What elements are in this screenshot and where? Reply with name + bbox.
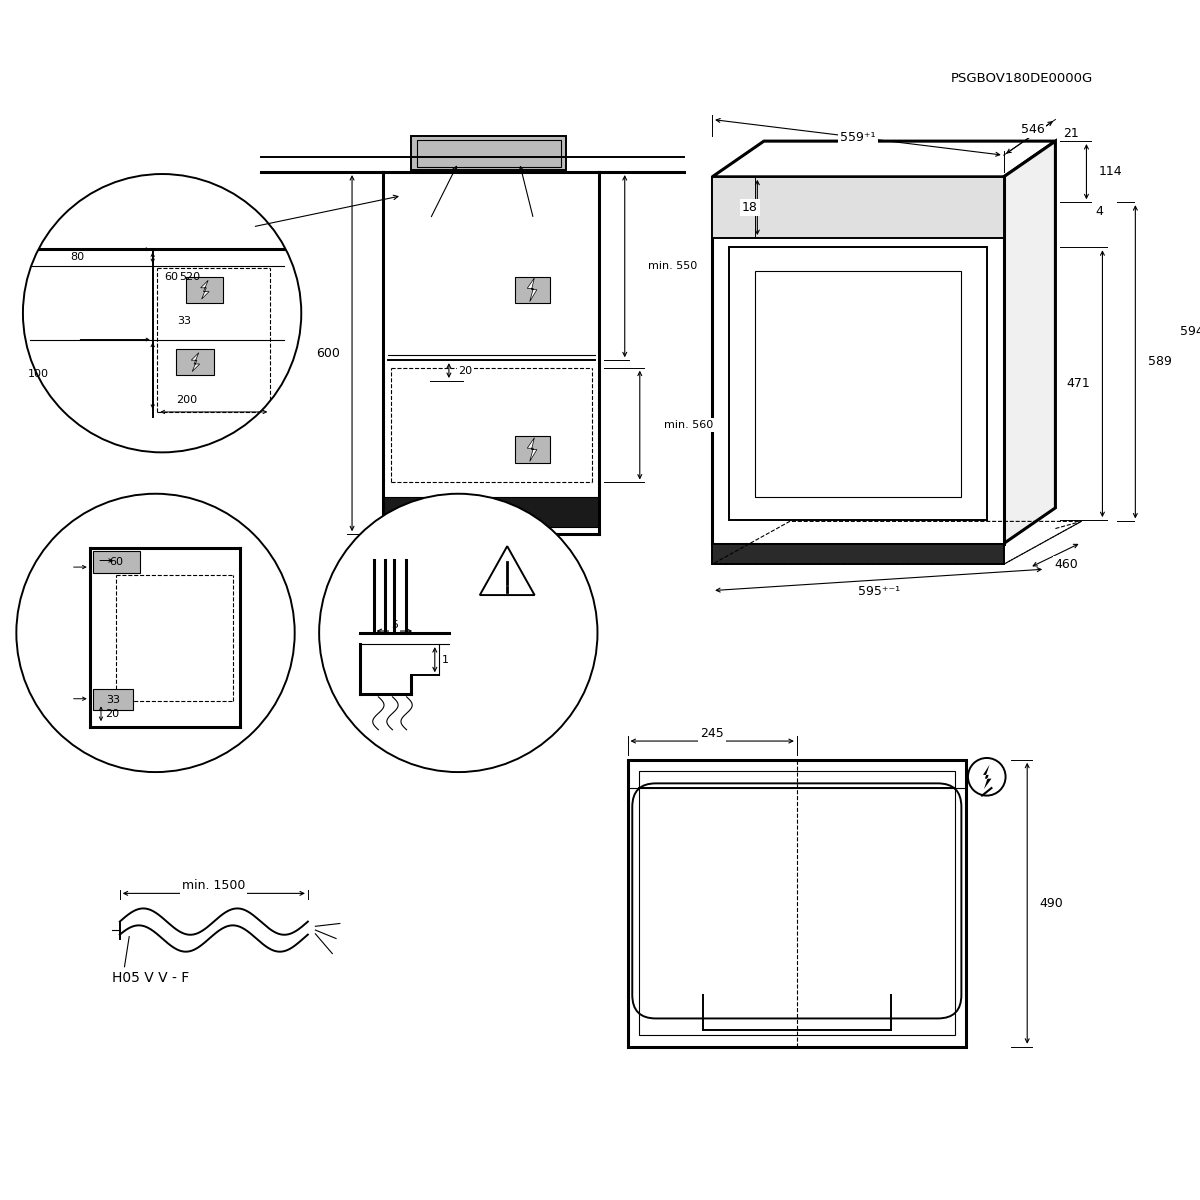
Text: 594: 594 (1181, 325, 1200, 337)
Circle shape (319, 493, 598, 772)
Text: 595⁺⁻¹: 595⁺⁻¹ (858, 584, 900, 598)
Text: PSGBOV180DE0000G: PSGBOV180DE0000G (950, 72, 1093, 84)
Polygon shape (527, 438, 536, 461)
Text: 100: 100 (29, 370, 49, 379)
Text: 245: 245 (701, 727, 724, 740)
Polygon shape (515, 276, 551, 302)
Text: 559⁺¹: 559⁺¹ (840, 131, 876, 144)
Text: 5: 5 (391, 620, 398, 630)
Text: 4: 4 (1096, 205, 1104, 218)
Text: 471: 471 (1067, 377, 1091, 390)
Text: min. 1500: min. 1500 (182, 880, 246, 893)
Text: 546: 546 (1020, 124, 1044, 137)
Circle shape (23, 174, 301, 452)
Polygon shape (480, 546, 534, 595)
Polygon shape (200, 281, 209, 299)
Polygon shape (755, 271, 961, 497)
Polygon shape (412, 137, 566, 170)
Polygon shape (712, 176, 1003, 544)
Polygon shape (1003, 142, 1056, 544)
Text: 33: 33 (178, 316, 191, 325)
Polygon shape (628, 760, 966, 1046)
Circle shape (17, 493, 295, 772)
Text: 21: 21 (1063, 127, 1079, 140)
Polygon shape (527, 278, 536, 301)
Text: 1: 1 (443, 655, 449, 665)
Text: 33: 33 (106, 695, 120, 704)
Polygon shape (383, 497, 599, 527)
Polygon shape (92, 551, 139, 572)
Text: 80: 80 (71, 252, 84, 262)
Text: 460: 460 (1055, 558, 1079, 571)
Polygon shape (92, 689, 133, 710)
Text: 490: 490 (1039, 896, 1063, 910)
Text: 20: 20 (104, 709, 119, 719)
Text: 18: 18 (742, 200, 757, 214)
Text: H05 V V - F: H05 V V - F (113, 971, 190, 985)
Polygon shape (712, 176, 1003, 238)
Polygon shape (176, 349, 214, 376)
Text: 60: 60 (109, 557, 124, 566)
Polygon shape (730, 247, 986, 520)
Polygon shape (712, 544, 1003, 564)
Text: 520: 520 (179, 272, 200, 282)
Polygon shape (638, 772, 955, 1036)
Polygon shape (983, 764, 991, 790)
Text: 589: 589 (1147, 355, 1171, 368)
Polygon shape (191, 353, 199, 372)
Polygon shape (515, 437, 551, 463)
Text: 20: 20 (458, 366, 473, 376)
Circle shape (968, 758, 1006, 796)
Text: 114: 114 (1099, 166, 1122, 178)
Text: min. 560: min. 560 (665, 420, 714, 430)
Text: 200: 200 (176, 395, 197, 404)
Text: 60: 60 (164, 272, 178, 282)
Polygon shape (712, 142, 1056, 176)
Text: 600: 600 (316, 347, 340, 360)
Polygon shape (186, 276, 223, 302)
Text: min. 550: min. 550 (648, 262, 697, 271)
